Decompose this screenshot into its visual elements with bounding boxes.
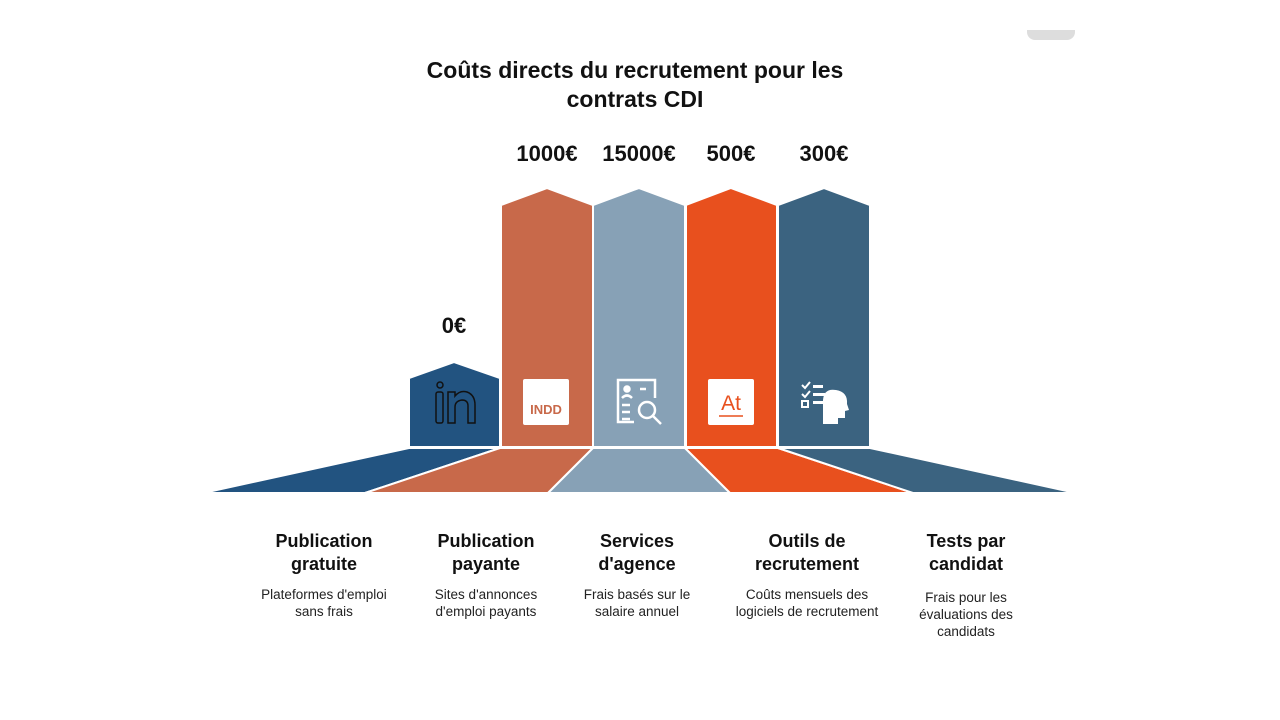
- category-title: Outils de recrutement: [754, 531, 860, 574]
- assessment-head-icon: [801, 381, 849, 424]
- page-title: Coûts directs du recrutement pour les co…: [426, 57, 844, 112]
- value-label-1: 0€: [441, 313, 467, 338]
- decorative-tab: [1027, 30, 1075, 40]
- category-2: Publication payante Sites d'annonces d'e…: [401, 530, 571, 620]
- category-description: Sites d'annonces d'emploi payants: [434, 587, 538, 619]
- category-1: Publication gratuite Plateformes d'emplo…: [239, 530, 409, 620]
- value-label-5: 300€: [799, 141, 849, 166]
- category-description: Frais pour les évaluations des candidats: [919, 590, 1013, 639]
- at-file-icon: At: [708, 379, 754, 425]
- svg-text:At: At: [721, 392, 741, 415]
- bar-3: [592, 186, 686, 448]
- value-label-4: 500€: [706, 141, 756, 166]
- bar-5: [777, 186, 871, 448]
- indd-file-icon: INDD: [523, 379, 569, 425]
- value-label-2: 1000€: [516, 141, 578, 166]
- category-title: Publication payante: [437, 531, 535, 574]
- category-description: Plateformes d'emploi sans frais: [261, 587, 387, 619]
- category-title: Publication gratuite: [275, 531, 373, 574]
- category-5: Tests par candidat Frais pour les évalua…: [881, 530, 1051, 640]
- bar-1: [408, 360, 501, 448]
- category-4: Outils de recrutement Coûts mensuels des…: [722, 530, 892, 620]
- resume-search-icon: [616, 378, 662, 425]
- category-3: Services d'agence Frais basés sur le sal…: [552, 530, 722, 620]
- category-description: Coûts mensuels des logiciels de recrutem…: [735, 587, 879, 619]
- svg-text:INDD: INDD: [530, 402, 562, 417]
- category-title: Tests par candidat: [926, 531, 1006, 574]
- category-description: Frais basés sur le salaire annuel: [583, 587, 691, 619]
- value-label-3: 15000€: [602, 141, 676, 166]
- category-title: Services d'agence: [598, 531, 676, 574]
- linkedin-icon: [435, 381, 476, 424]
